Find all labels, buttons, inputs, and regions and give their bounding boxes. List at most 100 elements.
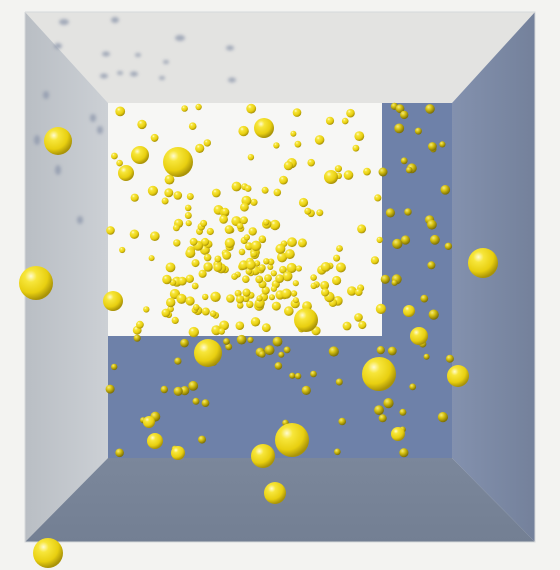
particle: [439, 141, 446, 148]
particle: [185, 296, 195, 306]
particle: [284, 306, 294, 316]
particle: [294, 140, 302, 148]
particle: [185, 274, 194, 283]
particle: [244, 185, 252, 192]
particle: [292, 108, 302, 117]
particle-shadow: [90, 114, 96, 122]
sphere: [468, 248, 498, 278]
particle: [184, 204, 192, 212]
particle: [173, 386, 183, 396]
particle: [279, 175, 288, 185]
particle: [262, 219, 270, 226]
particle: [173, 239, 181, 247]
particle: [304, 207, 312, 215]
particle: [242, 275, 250, 284]
particle: [219, 320, 230, 331]
particle: [275, 274, 284, 283]
particle: [160, 385, 168, 394]
particle: [195, 103, 202, 111]
right-wall: [452, 12, 535, 542]
particle: [185, 248, 196, 259]
particle: [185, 220, 192, 227]
particle: [235, 295, 245, 304]
particle: [292, 280, 299, 287]
particle: [357, 224, 367, 234]
particle: [164, 188, 174, 198]
particle: [246, 103, 257, 114]
sphere: [147, 433, 163, 449]
particle-shadow: [55, 165, 61, 175]
sphere: [103, 291, 123, 311]
sphere: [194, 339, 222, 367]
particle: [172, 224, 180, 232]
particle: [176, 293, 187, 304]
particle: [261, 186, 269, 194]
sphere: [264, 482, 286, 504]
particle: [165, 262, 176, 273]
particle: [347, 286, 357, 296]
particle: [201, 307, 210, 316]
sphere: [410, 327, 428, 345]
particle: [235, 321, 245, 331]
particle: [286, 262, 297, 274]
particle: [201, 237, 210, 246]
particle: [150, 231, 160, 241]
particle: [211, 188, 221, 198]
sphere: [44, 127, 72, 155]
particle: [188, 381, 199, 391]
particle: [338, 417, 347, 426]
particle: [202, 293, 209, 301]
particle: [420, 294, 429, 303]
particle: [243, 234, 250, 241]
particle: [115, 106, 126, 117]
particle: [363, 167, 371, 176]
sphere: [254, 118, 274, 138]
particle: [189, 237, 198, 246]
particle-shadow: [97, 126, 103, 134]
sphere: [324, 170, 338, 184]
particle: [374, 194, 382, 202]
particle: [263, 258, 270, 265]
particle: [430, 234, 440, 245]
particle: [283, 346, 291, 354]
particle: [246, 260, 256, 270]
particle: [224, 225, 234, 234]
particle: [333, 254, 341, 262]
particle: [405, 166, 413, 174]
particle: [130, 193, 139, 202]
particle-shadow: [54, 43, 62, 49]
particle: [269, 219, 281, 231]
sphere: [163, 147, 193, 177]
particle: [236, 334, 247, 345]
particle: [310, 274, 317, 281]
particle: [428, 309, 439, 320]
particle: [298, 197, 309, 208]
particle: [395, 104, 405, 114]
particle: [247, 154, 255, 161]
particle: [354, 288, 363, 296]
particle: [129, 229, 140, 239]
particle: [222, 250, 232, 260]
particle: [294, 372, 302, 380]
particle-shadow: [43, 91, 49, 99]
particle: [245, 268, 253, 275]
particle: [387, 346, 397, 356]
particle: [247, 336, 254, 344]
particle: [267, 264, 274, 270]
particle: [370, 256, 379, 265]
particle: [225, 343, 233, 351]
particle: [236, 222, 244, 230]
particle: [218, 328, 225, 335]
particle: [248, 227, 257, 236]
particle-shadow: [175, 35, 185, 41]
particle-shadow: [130, 71, 138, 77]
particle: [246, 300, 254, 309]
particle: [425, 104, 435, 114]
particle: [287, 237, 297, 248]
particle: [192, 397, 200, 405]
particle: [440, 185, 451, 195]
particle: [213, 263, 223, 272]
particle: [161, 197, 169, 205]
particle: [404, 208, 412, 216]
